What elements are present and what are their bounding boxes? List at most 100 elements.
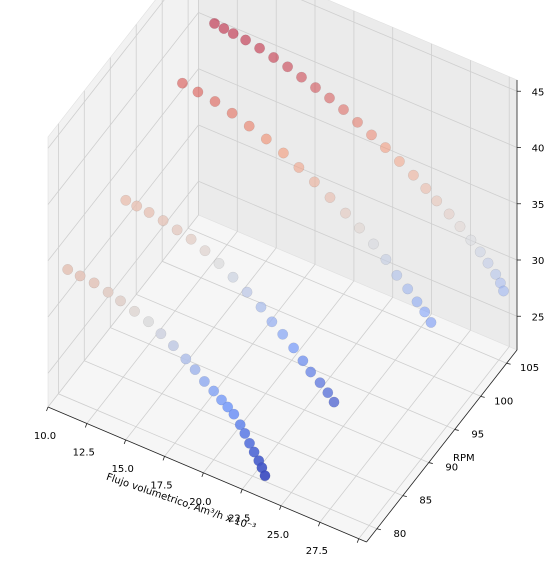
data-point [402,283,414,295]
data-point [366,129,377,141]
data-point [328,396,340,408]
x-tick [356,538,360,543]
y-tick-label: 80 [394,529,407,540]
data-point [74,270,86,282]
y-axis-line [366,349,518,543]
data-point [380,253,392,265]
data-point [227,28,239,40]
axis-lines [46,80,521,543]
y-axis-label: RPM [453,453,475,464]
data-point [314,377,326,389]
x-tick-label: 12.5 [73,448,95,459]
x-tick [46,406,49,412]
data-point [216,394,227,406]
grid-line-z [47,0,518,149]
z-tick-label: 30 [532,256,545,267]
data-point [393,155,405,167]
data-point [266,316,278,328]
grid-line-y [161,0,481,397]
data-point [490,268,502,280]
data-point [171,224,183,236]
y-tick-label: 100 [494,396,513,407]
data-point [199,245,211,257]
data-point [254,42,266,54]
grid-line-x [358,76,510,539]
data-point [218,23,230,34]
data-point [268,52,280,63]
data-point [176,77,188,89]
grid-line-y [187,0,507,364]
x-tick-label: 17.5 [150,480,172,491]
data-point [102,286,114,298]
data-point [259,470,271,482]
grid-line-x [47,0,199,408]
grid-line-y [109,57,429,463]
data-point [260,133,272,145]
grid-line-y [135,24,455,430]
data-point [209,17,220,29]
x-tick-label: 20.0 [189,497,211,508]
y-tick [454,429,459,431]
data-point [282,61,294,73]
grid-line-x [280,43,432,507]
grid-line-z [47,180,518,374]
data-point [454,221,466,232]
data-point [255,301,267,313]
data-point [129,305,140,317]
data-point [352,116,363,128]
x-tick [123,439,127,445]
y-tick-label: 90 [445,463,458,474]
grid-line-x [125,0,277,441]
data-point [277,147,289,159]
data-point [296,71,307,83]
grid-line-z [47,68,518,262]
x-tick-label: 10.0 [34,431,56,442]
x-tick [201,472,204,477]
y-tick [428,462,433,464]
data-point [338,104,349,116]
tick-labels: 10.012.515.017.520.022.525.027.530.08085… [34,87,545,563]
data-point [354,222,365,234]
data-point [305,366,317,378]
data-point [420,182,432,194]
x-tick [162,456,165,461]
grid-line-z [47,124,518,318]
data-point [120,194,132,206]
data-point [277,328,289,340]
data-point [297,355,309,367]
data-point [88,277,100,289]
data-point [228,408,240,420]
data-point [167,340,179,352]
data-point [310,82,321,94]
data-point [185,233,197,245]
x-tick [279,505,282,510]
x-axis-line [47,406,367,543]
x-tick-label: 15.0 [112,464,134,475]
data-point [222,401,234,413]
x-tick-label: 25.0 [267,530,289,541]
data-point [324,192,336,203]
data-point [62,264,74,275]
data-point [239,427,251,439]
data-point [227,271,239,283]
data-point [379,142,391,154]
data-point [115,295,126,307]
data-point [243,120,255,132]
data-point [180,353,192,365]
grid-line-z [47,12,518,205]
data-point [143,206,155,218]
data-point [198,375,210,387]
z-tick-label: 40 [532,144,545,155]
data-point [474,246,486,258]
data-point [189,364,201,376]
data-point [244,437,255,449]
grid-line-y [58,123,378,530]
data-point [288,342,300,354]
data-point [143,316,154,328]
grid-line-x [86,0,238,424]
data-point [407,169,419,181]
data-point [324,92,335,104]
data-point [209,96,221,107]
data-point [498,285,509,297]
